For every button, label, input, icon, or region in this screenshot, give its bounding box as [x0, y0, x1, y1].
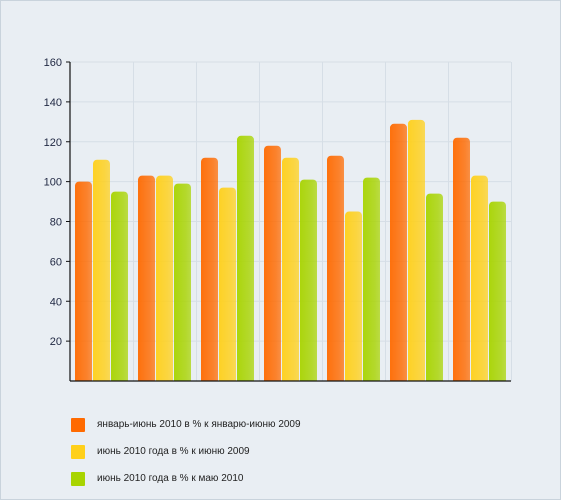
bar: [93, 159, 110, 381]
bar: [237, 135, 254, 381]
bar: [471, 175, 488, 381]
y-tick-label: 80: [50, 217, 62, 229]
bar: [264, 145, 281, 381]
chart-bars: [75, 119, 506, 381]
legend-swatch: [71, 472, 85, 486]
bar: [282, 157, 299, 381]
y-tick-label: 20: [50, 336, 62, 348]
y-axis-tick-labels: 20 40 60 80 100 120 140 160: [44, 57, 62, 348]
bar: [426, 193, 443, 381]
legend-swatch: [71, 418, 85, 432]
y-tick-label: 140: [44, 97, 62, 109]
y-tick-label: 100: [44, 177, 62, 189]
bar: [300, 179, 317, 381]
y-tick-label: 160: [44, 57, 62, 69]
bar: [138, 175, 155, 381]
y-tick-label: 60: [50, 256, 62, 268]
bar: [174, 183, 191, 381]
legend-label: июнь 2010 года в % к маю 2010: [97, 473, 244, 484]
bar: [408, 119, 425, 381]
y-tick-label: 120: [44, 137, 62, 149]
bar: [219, 187, 236, 381]
bar: [453, 137, 470, 381]
bar: [489, 201, 506, 381]
bar: [390, 123, 407, 381]
bar: [363, 177, 380, 381]
bar: [75, 181, 92, 381]
bar: [201, 157, 218, 381]
chart-axes: [66, 61, 511, 382]
legend-label: январь-июнь 2010 в % к январю-июню 2009: [97, 419, 301, 430]
y-tick-label: 40: [50, 296, 62, 308]
bar: [327, 155, 344, 381]
bar: [111, 191, 128, 381]
legend-label: июнь 2010 года в % к июню 2009: [97, 446, 250, 457]
bar: [345, 211, 362, 381]
bar: [156, 175, 173, 381]
legend-swatch: [71, 445, 85, 459]
